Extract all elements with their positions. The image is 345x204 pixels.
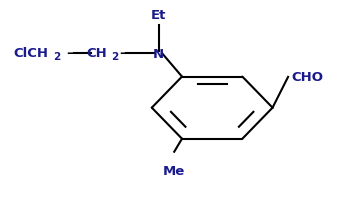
Text: Et: Et [151,9,166,21]
Text: ClCH: ClCH [14,47,49,60]
Text: —: — [119,47,132,60]
Text: CH: CH [86,47,107,60]
Text: Me: Me [163,164,185,177]
Text: N: N [153,48,164,61]
Text: 2: 2 [53,52,60,62]
Text: CHO: CHO [292,71,324,84]
Text: 2: 2 [111,52,118,62]
Text: —: — [66,47,79,60]
